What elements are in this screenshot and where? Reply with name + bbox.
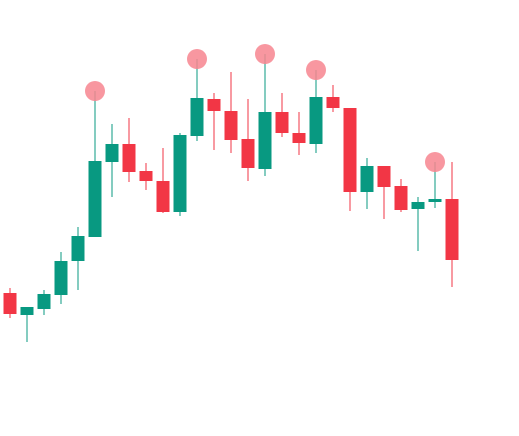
candle-body <box>343 108 357 192</box>
candle-body <box>241 139 255 168</box>
high-marker <box>255 44 275 64</box>
candle-body <box>207 99 221 111</box>
candle-body <box>258 112 272 169</box>
candle-body <box>173 135 187 212</box>
candle-body <box>37 294 51 309</box>
candle-body <box>54 261 68 295</box>
candle-body <box>3 293 17 314</box>
candle-body <box>292 133 306 143</box>
candle-body <box>190 98 204 136</box>
candle-body <box>139 171 153 181</box>
candle-body <box>411 202 425 209</box>
candle-body <box>71 236 85 261</box>
candle-body <box>224 111 238 140</box>
candle-body <box>122 144 136 172</box>
high-marker <box>306 60 326 80</box>
candle-body <box>309 97 323 144</box>
candle-body <box>326 97 340 108</box>
candle-body <box>20 307 34 315</box>
candle-body <box>88 161 102 237</box>
high-marker <box>85 81 105 101</box>
high-marker <box>425 152 445 172</box>
candle-body <box>445 199 459 260</box>
candle-body <box>394 186 408 210</box>
candle-body <box>105 144 119 162</box>
candle-body <box>377 166 391 187</box>
candle-body <box>360 166 374 192</box>
candle-body <box>156 181 170 212</box>
high-marker <box>187 49 207 69</box>
candle-body <box>275 112 289 133</box>
candle-body <box>428 199 442 202</box>
